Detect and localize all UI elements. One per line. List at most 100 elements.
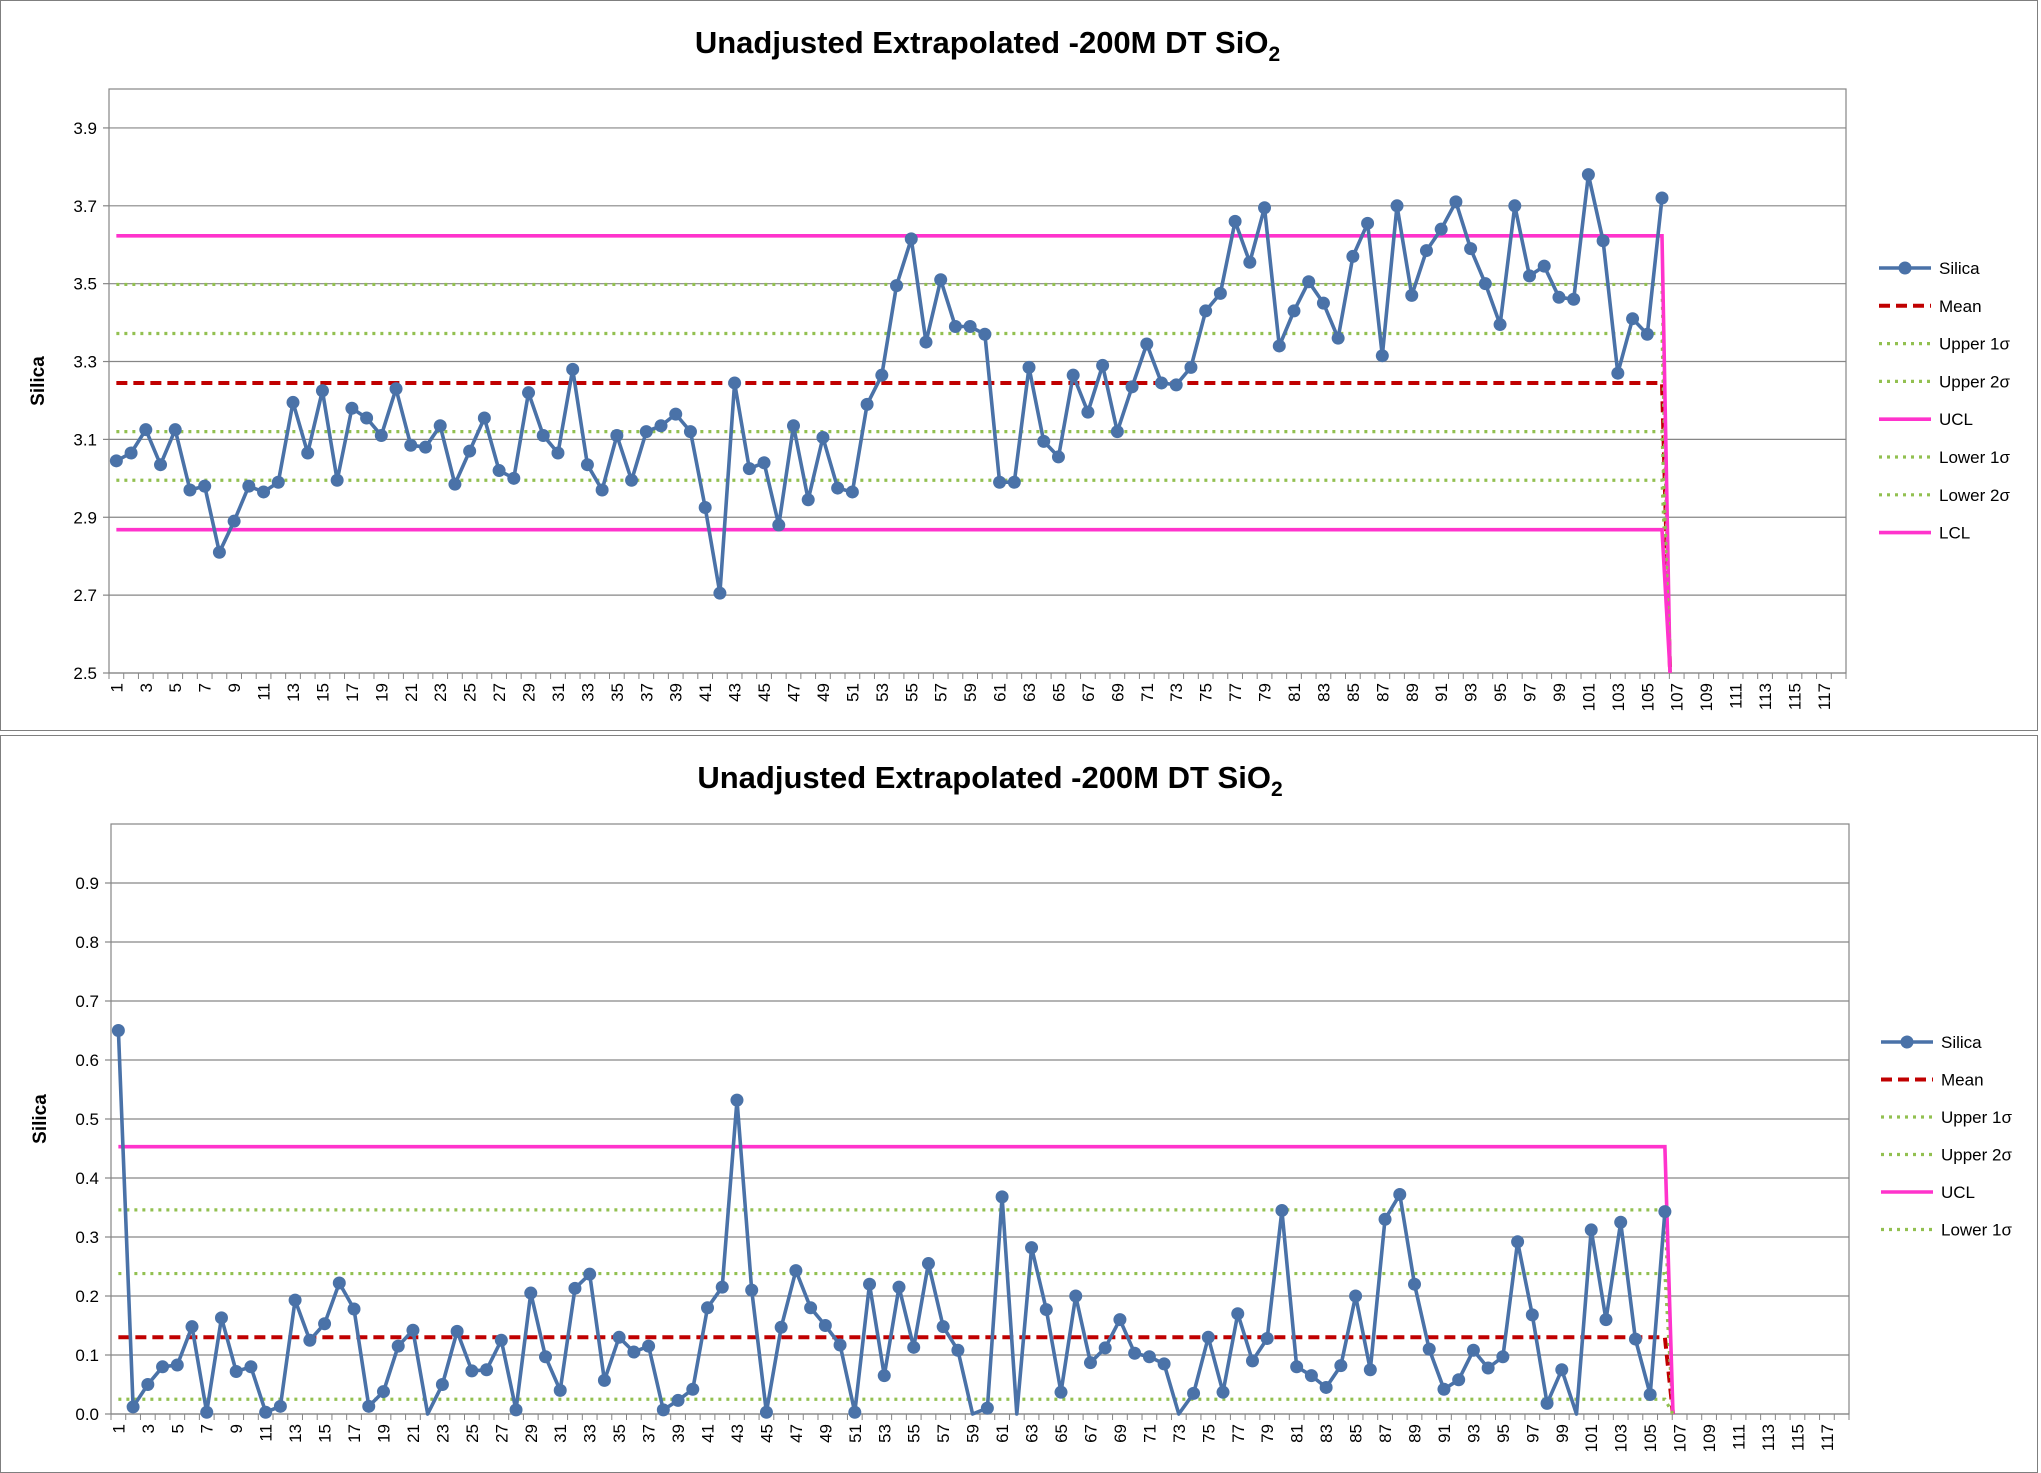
data-point-silica	[1540, 1396, 1554, 1410]
data-point-silica	[1628, 1332, 1642, 1346]
data-point-silica	[860, 397, 874, 411]
x-tick-label: 17	[345, 1424, 364, 1443]
legend-item-silica: Silica	[1879, 259, 1980, 278]
data-point-silica	[921, 1257, 935, 1271]
data-point-silica	[360, 411, 374, 425]
y-tick-label: 0.3	[75, 1228, 99, 1247]
data-point-silica	[1346, 249, 1360, 263]
x-tick-label: 29	[520, 683, 539, 702]
x-tick-label: 15	[316, 1424, 335, 1443]
data-point-silica	[1025, 1241, 1039, 1255]
y-axis-label: Silica	[28, 356, 49, 406]
data-point-silica	[1419, 244, 1433, 258]
data-point-silica	[1258, 201, 1272, 215]
x-tick-label: 59	[961, 683, 980, 702]
data-point-silica	[450, 1324, 464, 1338]
data-point-silica	[492, 464, 506, 478]
legend-item-ucl: UCL	[1879, 410, 1973, 429]
data-point-silica	[1083, 1356, 1097, 1370]
x-tick-label: 37	[637, 683, 656, 702]
x-tick-label: 61	[991, 683, 1010, 702]
data-point-silica	[1363, 1363, 1377, 1377]
y-tick-label: 3.1	[73, 430, 97, 449]
x-tick-label: 5	[166, 683, 185, 692]
y-tick-label: 0.0	[75, 1405, 99, 1424]
data-point-silica	[904, 232, 918, 246]
y-tick-label: 0.2	[75, 1287, 99, 1306]
data-point-silica	[301, 446, 315, 460]
x-tick-label: 91	[1435, 1424, 1454, 1443]
x-tick-label: 101	[1579, 683, 1598, 711]
x-tick-label: 63	[1020, 683, 1039, 702]
data-point-silica	[480, 1363, 494, 1377]
x-tick-label: 117	[1815, 683, 1834, 710]
x-tick-label: 31	[551, 1424, 570, 1443]
x-tick-label: 33	[578, 683, 597, 702]
data-point-silica	[1393, 1188, 1407, 1202]
data-point-silica	[1523, 269, 1537, 283]
data-point-silica	[772, 518, 786, 532]
data-point-silica	[801, 493, 815, 507]
x-tick-label: 109	[1700, 1424, 1719, 1452]
x-tick-label: 21	[404, 1424, 423, 1443]
data-point-silica	[1051, 450, 1065, 464]
data-point-silica	[1110, 425, 1124, 439]
legend-label: Silica	[1939, 259, 1980, 278]
x-tick-label: 31	[549, 683, 568, 702]
data-point-silica	[477, 411, 491, 425]
y-tick-label: 2.7	[73, 586, 97, 605]
x-tick-label: 115	[1785, 683, 1804, 710]
x-tick-label: 111	[1730, 1424, 1749, 1450]
data-point-silica	[124, 446, 138, 460]
data-point-silica	[892, 1280, 906, 1294]
data-point-silica	[1626, 312, 1640, 326]
x-tick-label: 23	[431, 683, 450, 702]
data-point-silica	[1614, 1215, 1628, 1229]
data-point-silica	[389, 382, 403, 396]
data-point-silica	[1128, 1346, 1142, 1360]
data-point-silica	[1113, 1313, 1127, 1327]
data-point-silica	[109, 454, 123, 468]
data-point-silica	[347, 1302, 361, 1316]
data-point-silica	[1037, 434, 1051, 448]
data-point-silica	[1184, 360, 1198, 374]
x-tick-label: 45	[757, 1424, 776, 1443]
x-tick-label: 81	[1288, 1424, 1307, 1443]
data-point-silica	[1302, 275, 1316, 289]
data-point-silica	[1231, 1307, 1245, 1321]
x-tick-label: 63	[1023, 1424, 1042, 1443]
data-point-silica	[978, 327, 992, 341]
data-point-silica	[642, 1339, 656, 1353]
y-tick-label: 0.5	[75, 1110, 99, 1129]
data-point-silica	[539, 1350, 552, 1364]
data-point-silica	[156, 1360, 170, 1374]
reference-line-lower-1sigma	[116, 430, 1672, 674]
data-point-silica	[1140, 337, 1154, 351]
data-point-silica	[1098, 1341, 1112, 1355]
data-point-silica	[863, 1277, 877, 1291]
data-point-silica	[816, 430, 830, 444]
data-point-silica	[1272, 339, 1286, 353]
data-point-silica	[168, 423, 182, 437]
legend-label: Upper 1σ	[1941, 1108, 2012, 1127]
x-tick-label: 15	[313, 683, 332, 702]
data-point-silica	[993, 475, 1007, 489]
x-tick-label: 13	[286, 1424, 305, 1443]
x-tick-label: 39	[669, 1424, 688, 1443]
x-tick-label: 95	[1491, 683, 1510, 702]
legend-label: Upper 2σ	[1939, 372, 2010, 391]
data-point-silica	[273, 1399, 287, 1413]
data-point-silica	[1496, 1350, 1510, 1364]
legend-item-ucl: UCL	[1881, 1183, 1975, 1202]
legend-item-lower-2sigma: Lower 2σ	[1879, 486, 2010, 505]
data-point-silica	[1066, 368, 1080, 382]
data-point-silica	[1599, 1313, 1613, 1327]
data-point-silica	[804, 1301, 818, 1315]
data-point-silica	[757, 456, 771, 470]
data-point-silica	[774, 1320, 788, 1334]
data-point-silica	[566, 362, 580, 376]
x-tick-label: 49	[816, 1424, 835, 1443]
y-tick-label: 3.3	[73, 353, 97, 372]
x-tick-label: 41	[696, 683, 715, 702]
x-tick-label: 43	[728, 1424, 747, 1443]
